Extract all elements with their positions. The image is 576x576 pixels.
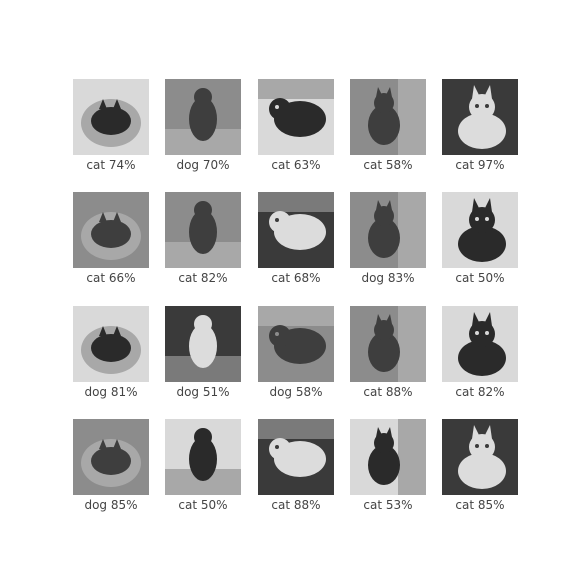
pet-photo: [165, 79, 241, 155]
pet-photo: [442, 419, 518, 495]
prediction-caption: cat 85%: [455, 498, 505, 512]
prediction-caption: cat 68%: [271, 271, 321, 285]
image-tile: cat 88%: [258, 419, 334, 512]
image-tile: cat 66%: [73, 192, 149, 285]
pet-photo: [258, 306, 334, 382]
pet-photo: [258, 419, 334, 495]
prediction-caption: cat 63%: [271, 158, 321, 172]
prediction-caption: cat 97%: [455, 158, 505, 172]
pet-photo: [165, 419, 241, 495]
image-tile: cat 50%: [442, 192, 518, 285]
image-tile: cat 63%: [258, 79, 334, 172]
prediction-caption: dog 51%: [176, 385, 230, 399]
image-tile: dog 81%: [73, 306, 149, 399]
pet-photo: [258, 79, 334, 155]
image-tile: cat 68%: [258, 192, 334, 285]
prediction-caption: dog 83%: [361, 271, 415, 285]
prediction-caption: cat 66%: [86, 271, 136, 285]
image-tile: cat 85%: [442, 419, 518, 512]
image-tile: dog 51%: [165, 306, 241, 399]
image-tile: cat 82%: [442, 306, 518, 399]
prediction-caption: dog 81%: [84, 385, 138, 399]
pet-photo: [73, 79, 149, 155]
prediction-caption: cat 53%: [363, 498, 413, 512]
pet-photo: [73, 192, 149, 268]
prediction-caption: cat 74%: [86, 158, 136, 172]
pet-photo: [442, 306, 518, 382]
prediction-caption: cat 50%: [178, 498, 228, 512]
prediction-caption: cat 88%: [271, 498, 321, 512]
image-tile: dog 70%: [165, 79, 241, 172]
pet-photo: [165, 306, 241, 382]
prediction-caption: cat 82%: [455, 385, 505, 399]
image-tile: dog 83%: [350, 192, 426, 285]
pet-photo: [258, 192, 334, 268]
pet-photo: [350, 306, 426, 382]
image-tile: cat 58%: [350, 79, 426, 172]
pet-photo: [350, 79, 426, 155]
image-tile: cat 53%: [350, 419, 426, 512]
image-tile: cat 88%: [350, 306, 426, 399]
prediction-caption: cat 82%: [178, 271, 228, 285]
pet-photo: [73, 419, 149, 495]
image-tile: dog 85%: [73, 419, 149, 512]
prediction-caption: dog 70%: [176, 158, 230, 172]
prediction-caption: dog 58%: [269, 385, 323, 399]
prediction-caption: cat 58%: [363, 158, 413, 172]
pet-photo: [350, 419, 426, 495]
prediction-caption: dog 85%: [84, 498, 138, 512]
prediction-caption: cat 88%: [363, 385, 413, 399]
pet-photo: [165, 192, 241, 268]
image-tile: cat 97%: [442, 79, 518, 172]
image-tile: cat 82%: [165, 192, 241, 285]
pet-photo: [73, 306, 149, 382]
image-tile: dog 58%: [258, 306, 334, 399]
image-tile: cat 74%: [73, 79, 149, 172]
image-tile: cat 50%: [165, 419, 241, 512]
pet-photo: [442, 192, 518, 268]
prediction-caption: cat 50%: [455, 271, 505, 285]
pet-photo: [442, 79, 518, 155]
pet-photo: [350, 192, 426, 268]
